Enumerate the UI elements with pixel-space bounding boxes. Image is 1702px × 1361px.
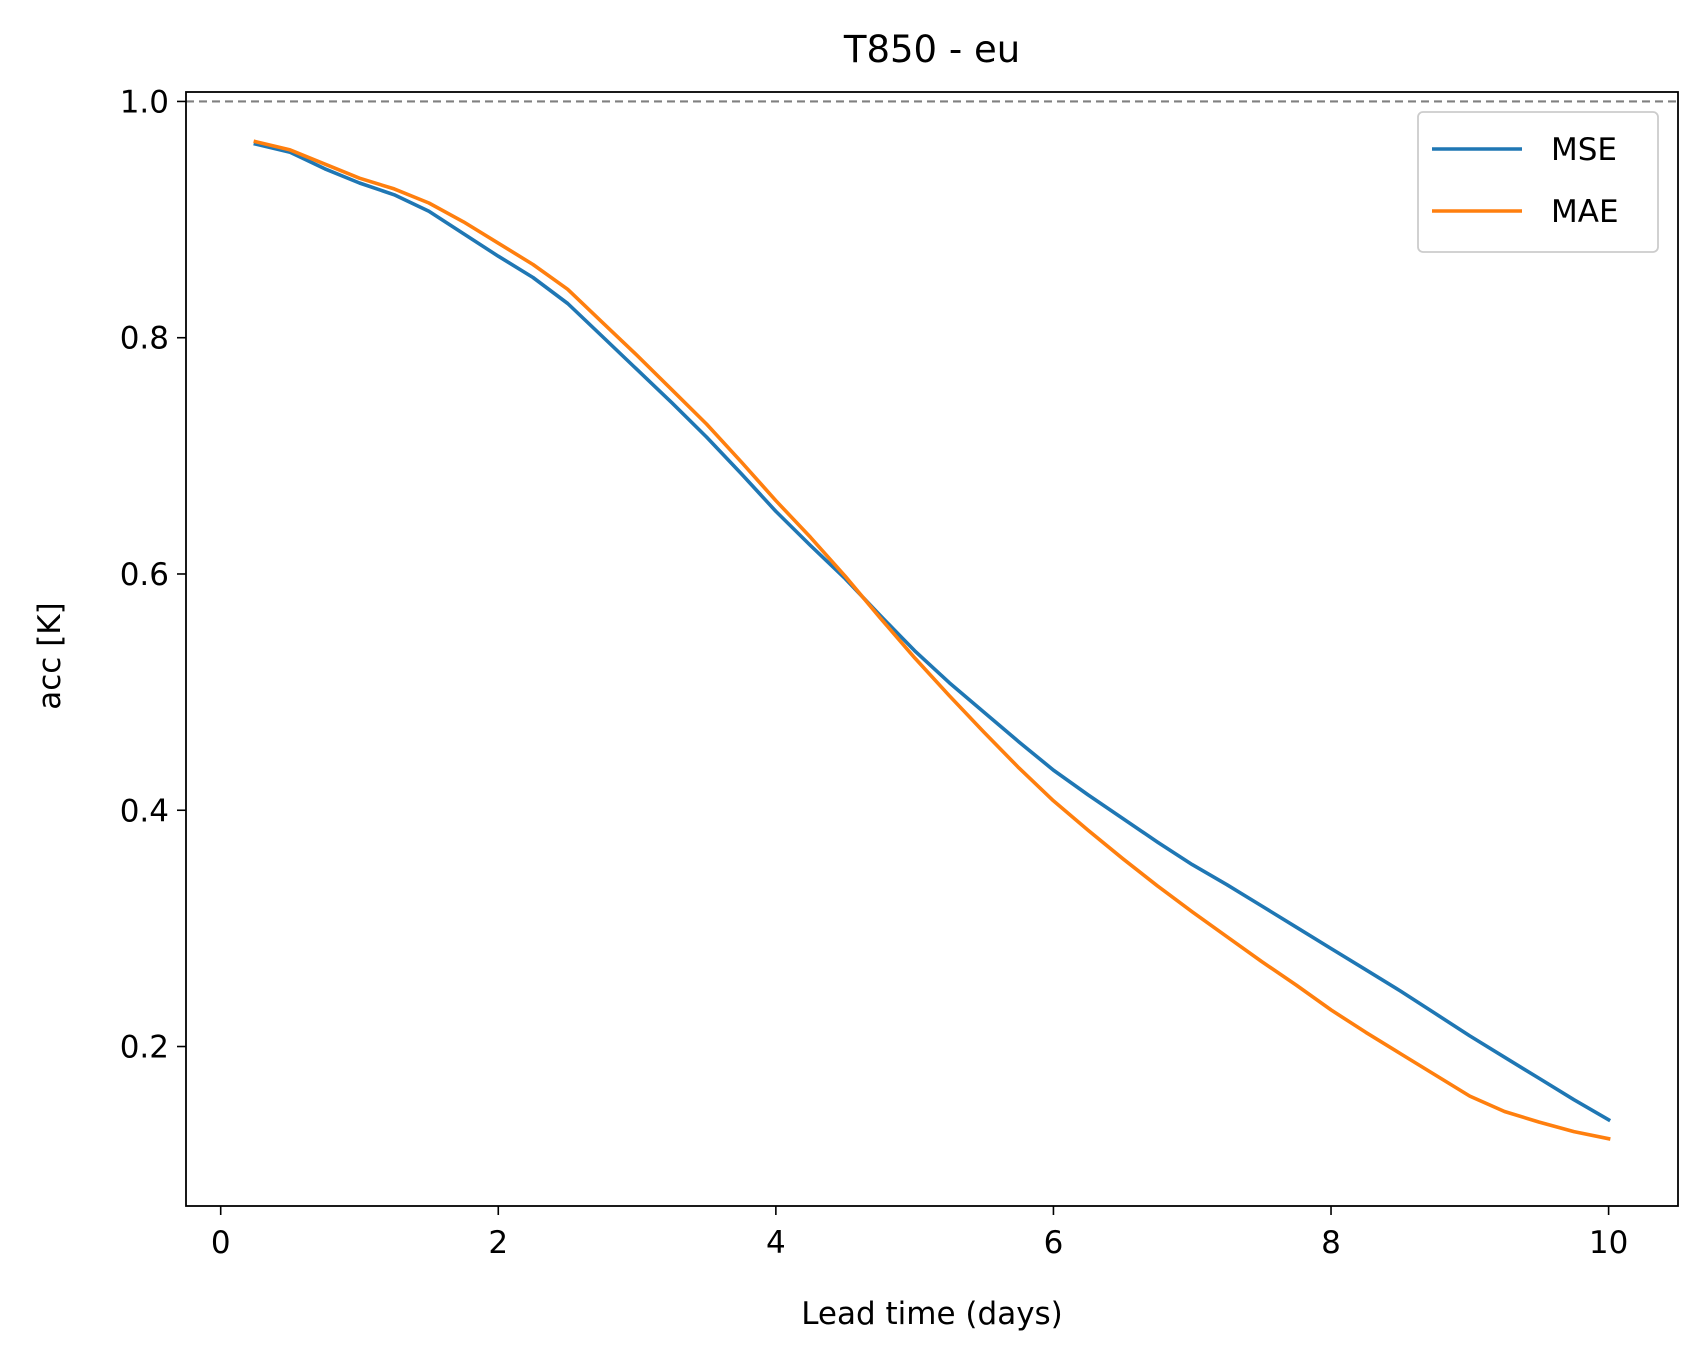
chart-title: T850 - eu (843, 28, 1020, 71)
legend-box (1417, 111, 1659, 253)
y-tick-label: 0.6 (120, 557, 169, 593)
y-tick-label: 1.0 (120, 84, 169, 120)
x-tick-label: 0 (211, 1225, 231, 1261)
x-tick-label: 8 (1321, 1225, 1341, 1261)
x-tick-label: 10 (1589, 1225, 1628, 1261)
y-tick-label: 0.2 (120, 1030, 169, 1066)
y-tick-label: 0.4 (120, 793, 169, 829)
legend-label-mse: MSE (1551, 132, 1617, 168)
axes-frame (185, 91, 1679, 1207)
plot-area: 0 2 4 6 8 10 0.2 0.4 0.6 0.8 1.0 (120, 84, 1679, 1261)
y-axis-label: acc [K] (32, 602, 68, 709)
series-line-mae (253, 139, 1611, 1141)
legend-label-mae: MAE (1551, 194, 1619, 230)
series-line-mse (253, 141, 1612, 1123)
legend: MSE MAE (1417, 111, 1659, 253)
x-tick-label: 6 (1044, 1225, 1064, 1261)
x-tick-label: 2 (488, 1225, 508, 1261)
x-tick-label: 4 (766, 1225, 786, 1261)
y-tick-label: 0.8 (120, 321, 169, 357)
x-axis-label: Lead time (days) (801, 1296, 1063, 1332)
